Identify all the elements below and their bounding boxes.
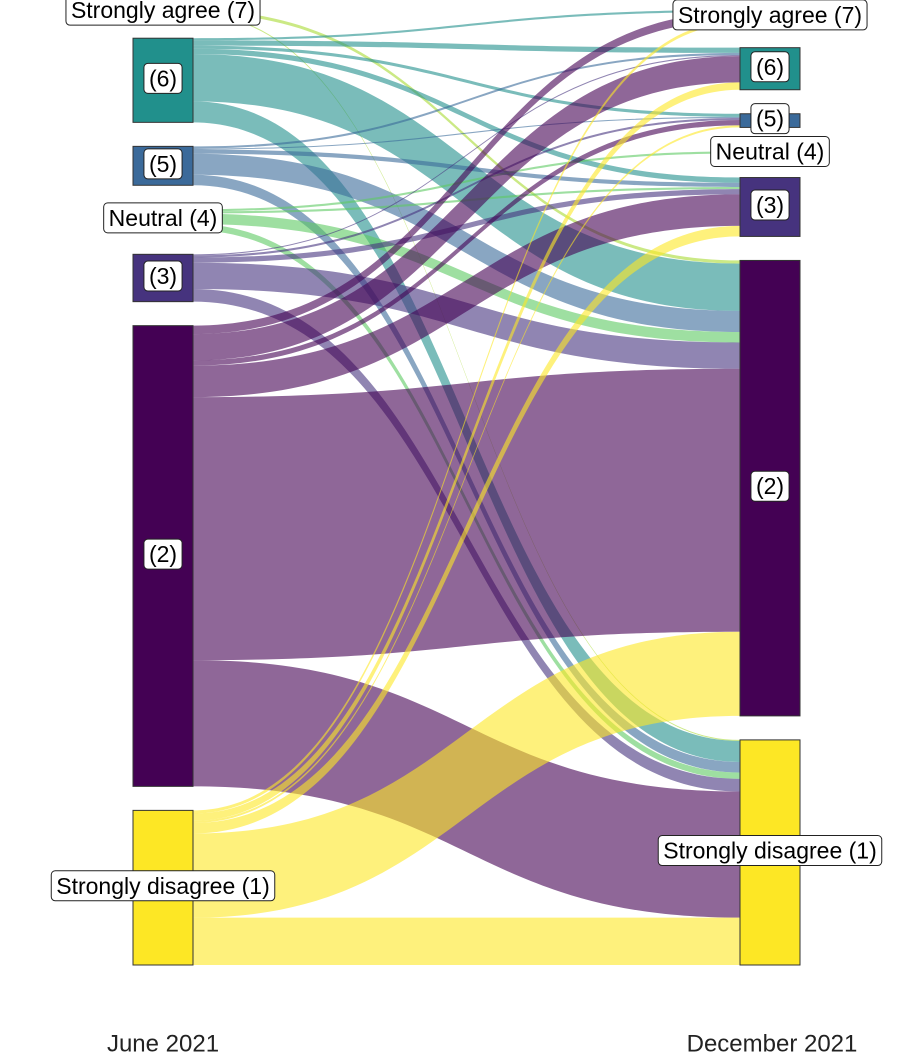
flow [193,917,740,965]
node-label: (3) [756,192,784,218]
node-label: (6) [149,65,177,91]
flow [193,120,740,366]
label-box [750,189,790,221]
node-label: (6) [756,54,784,80]
flow [193,55,740,256]
flow [193,125,740,823]
label-box [143,538,183,570]
node-label: (3) [149,263,177,289]
flow [193,631,740,918]
flow [193,56,740,361]
flow [193,13,740,741]
label-box [750,103,790,135]
flow [193,12,740,335]
label-box [103,202,223,234]
label-box [143,260,183,292]
node-label: (2) [756,473,784,499]
flow [193,149,740,187]
labels: Strongly agree (7) (6) (5) Neutral (4) (3) (2… [50,0,883,902]
node-label: (5) [756,106,784,132]
label-box [143,62,183,94]
flow [193,48,740,183]
label-box [750,51,790,83]
flow [193,262,740,369]
flow [193,10,740,41]
node-label: Strongly agree (7) [71,0,255,23]
axis-label: December 2021 [687,1030,858,1057]
flow [193,116,740,150]
flow [193,368,740,661]
flows [193,10,740,965]
label-box [710,136,830,168]
node-label: (5) [149,151,177,177]
flow [193,45,740,117]
flow [193,20,740,814]
flow [193,52,740,149]
label-box [657,835,883,867]
flow [193,82,740,821]
label-box [50,870,276,902]
flow [193,225,740,834]
flow [193,151,740,212]
node-label: (2) [149,541,177,567]
axis-label: June 2021 [107,1030,219,1057]
flow [193,10,740,264]
label-box [750,470,790,502]
node-label: Strongly disagree (1) [663,838,877,864]
flow [193,194,740,398]
nodes [132,9,801,966]
node-label: Strongly disagree (1) [56,873,270,899]
flow [193,213,740,343]
node-label: Neutral (4) [109,205,218,231]
label-box [672,0,868,31]
label-box [65,0,261,26]
flow [193,117,740,258]
node-label: Neutral (4) [716,139,825,165]
node-label: Strongly agree (7) [678,2,862,28]
flow [193,189,740,263]
label-box [143,148,183,180]
